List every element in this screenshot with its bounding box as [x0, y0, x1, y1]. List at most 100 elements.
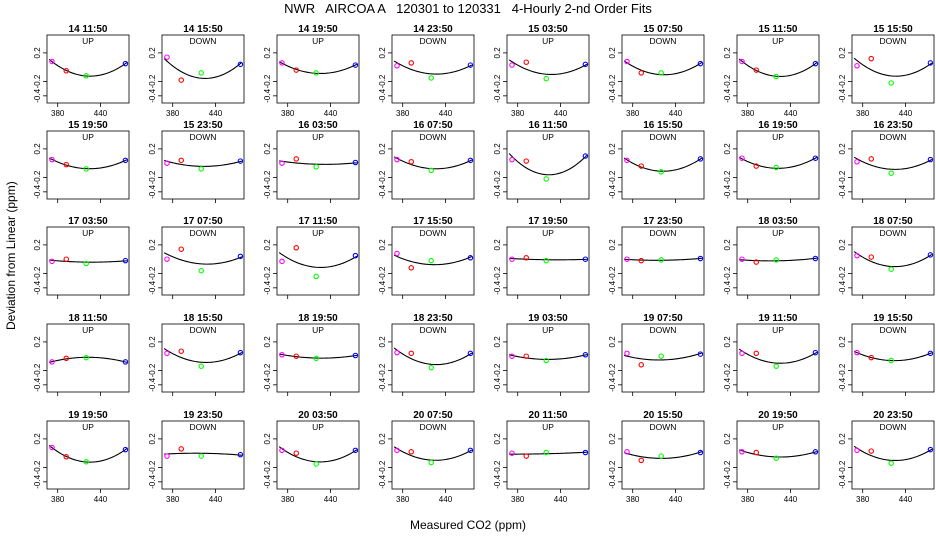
y-tick-label: 0.2 — [33, 47, 42, 59]
standard-point-1 — [164, 160, 170, 166]
standard-point-2 — [753, 163, 760, 169]
panel-direction: UP — [772, 228, 784, 238]
y-tick-label: -0.2 — [838, 460, 847, 474]
standard-point-2 — [293, 450, 300, 456]
y-tick-label: -0.4 — [493, 377, 502, 391]
y-tick-label: -0.2 — [263, 266, 272, 280]
y-tick-label: -0.4 — [263, 184, 272, 198]
x-tick-label: 440 — [784, 109, 798, 118]
standard-point-1 — [509, 256, 515, 262]
standard-point-2 — [868, 354, 875, 361]
standard-point-4 — [467, 350, 474, 357]
y-tick-label: -0.2 — [838, 266, 847, 280]
panel-frame — [851, 323, 935, 393]
panel-direction: DOWN — [190, 132, 217, 142]
panel-direction: UP — [542, 132, 554, 142]
panel-title: 18 15:50 — [183, 313, 223, 324]
standard-point-4 — [122, 157, 129, 164]
panel-title: 17 15:50 — [413, 216, 453, 227]
panel-frame — [276, 34, 360, 104]
y-tick-label: 0.2 — [493, 47, 502, 59]
panel-frame — [161, 420, 245, 490]
standard-point-2 — [753, 350, 760, 357]
standard-point-4 — [122, 359, 129, 365]
standard-point-2 — [753, 449, 760, 456]
x-tick-label: 380 — [281, 109, 295, 118]
panel-title: 14 19:50 — [298, 24, 338, 35]
y-tick-label: -0.2 — [33, 74, 42, 88]
y-tick-label: -0.2 — [493, 460, 502, 474]
standard-point-1 — [394, 63, 400, 69]
x-tick-label: 380 — [51, 495, 65, 504]
y-tick-label: 0.2 — [148, 143, 157, 155]
panel-frame — [46, 130, 130, 200]
y-tick-label: 0.2 — [33, 433, 42, 445]
standard-point-4 — [237, 61, 244, 68]
standard-point-2 — [523, 453, 530, 459]
panel-direction: DOWN — [880, 325, 907, 335]
y-tick-label: -0.2 — [608, 460, 617, 474]
y-tick-label: -0.4 — [608, 377, 617, 391]
panel-title: 16 03:50 — [298, 120, 338, 131]
panel-title: 14 11:50 — [69, 24, 108, 35]
standard-point-1 — [164, 350, 170, 357]
standard-point-2 — [408, 350, 415, 357]
panel-direction: DOWN — [190, 422, 217, 432]
standard-point-4 — [582, 449, 589, 456]
fit-curve — [393, 156, 473, 170]
standard-point-4 — [697, 156, 704, 162]
panel-title: 18 07:50 — [873, 216, 913, 227]
fit-curve — [508, 153, 588, 176]
x-tick-label: 380 — [741, 495, 755, 504]
fit-curve — [279, 160, 357, 165]
panel-direction: DOWN — [880, 228, 907, 238]
panel-direction: UP — [542, 422, 554, 432]
y-tick-label: -0.4 — [148, 377, 157, 391]
panel-frame — [621, 323, 705, 393]
y-tick-label: -0.2 — [263, 363, 272, 377]
standard-point-2 — [63, 161, 70, 168]
panel-frame — [46, 34, 130, 104]
standard-point-3 — [888, 80, 894, 86]
standard-point-4 — [237, 253, 244, 260]
y-tick-label: -0.2 — [378, 170, 387, 184]
panel-title: 15 19:50 — [68, 120, 108, 131]
panel-frame — [851, 130, 935, 200]
standard-point-4 — [812, 349, 819, 356]
fit-curve — [738, 58, 818, 77]
y-tick-label: -0.4 — [378, 474, 387, 488]
panel-title: 15 23:50 — [183, 120, 223, 131]
fit-curve — [623, 451, 703, 459]
y-tick-label: -0.4 — [148, 280, 157, 294]
panel-direction: DOWN — [190, 325, 217, 335]
standard-point-1 — [624, 350, 630, 357]
y-tick-label: -0.4 — [723, 88, 732, 102]
standard-point-1 — [279, 352, 285, 358]
standard-point-3 — [543, 257, 549, 264]
panel-direction: DOWN — [190, 228, 217, 238]
panel-frame — [391, 420, 475, 490]
standard-point-3 — [313, 461, 319, 467]
panel-frame — [46, 226, 130, 296]
y-tick-label: 0.2 — [378, 336, 387, 348]
standard-point-1 — [164, 54, 170, 60]
standard-point-1 — [279, 447, 285, 454]
y-tick-label: -0.4 — [148, 88, 157, 102]
y-tick-label: -0.2 — [838, 74, 847, 88]
y-tick-label: 0.2 — [838, 336, 847, 348]
y-tick-label: 0.2 — [608, 47, 617, 59]
panel-title: 20 03:50 — [298, 410, 338, 421]
standard-point-3 — [313, 164, 319, 170]
y-tick-label: 0.2 — [33, 239, 42, 251]
